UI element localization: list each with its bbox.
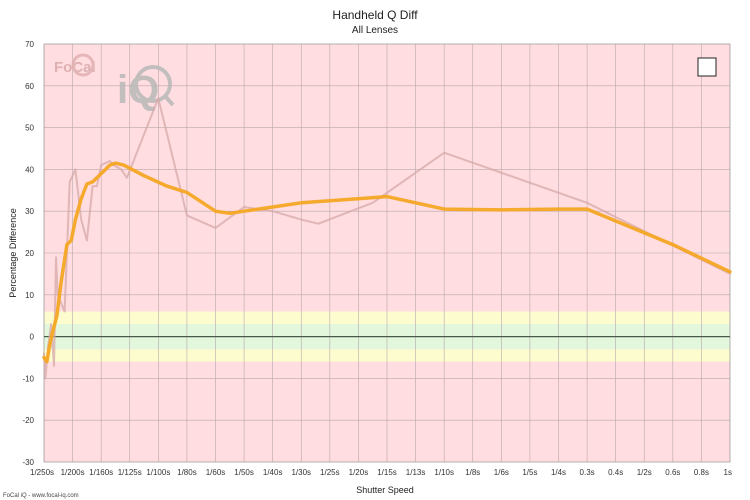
- chart-title: Handheld Q Diff: [332, 8, 418, 22]
- x-tick-label: 1/5s: [522, 468, 537, 477]
- x-tick-label: 1/100s: [146, 468, 170, 477]
- y-tick-label: 20: [25, 249, 34, 258]
- y-tick-label: 60: [25, 82, 34, 91]
- x-tick-label: 1/2s: [637, 468, 652, 477]
- y-tick-label: -10: [22, 374, 34, 383]
- x-tick-label: 1/125s: [118, 468, 142, 477]
- x-tick-label: 1/30s: [291, 468, 311, 477]
- x-tick-label: 1/80s: [177, 468, 197, 477]
- x-tick-label: 1s: [724, 468, 732, 477]
- x-tick-label: 1/6s: [494, 468, 509, 477]
- x-tick-label: 1/250s: [30, 468, 54, 477]
- x-tick-label: 1/160s: [89, 468, 113, 477]
- y-tick-label: 40: [25, 165, 34, 174]
- x-tick-label: 1/8s: [465, 468, 480, 477]
- y-tick-label: 0: [30, 333, 35, 342]
- x-tick-label: 1/60s: [206, 468, 226, 477]
- y-axis-label: Percentage Difference: [8, 208, 18, 297]
- x-tick-label: 0.8s: [694, 468, 709, 477]
- legend-toggle-box[interactable]: [698, 58, 716, 76]
- chart-subtitle: All Lenses: [352, 25, 398, 36]
- x-tick-label: 1/50s: [234, 468, 254, 477]
- x-tick-label: 1/25s: [320, 468, 340, 477]
- x-tick-label: 1/13s: [406, 468, 426, 477]
- x-tick-label: 1/200s: [61, 468, 85, 477]
- x-tick-label: 1/15s: [377, 468, 397, 477]
- y-tick-label: 10: [25, 291, 34, 300]
- y-tick-label: -30: [22, 458, 34, 467]
- x-tick-label: 0.4s: [608, 468, 623, 477]
- x-tick-label: 0.3s: [580, 468, 595, 477]
- y-tick-label: 30: [25, 207, 34, 216]
- x-tick-label: 1/4s: [551, 468, 566, 477]
- y-tick-label: 70: [25, 40, 34, 49]
- x-axis-ticks: 1/250s 1/200s 1/160s 1/125s 1/100s 1/80s 1/60s…: [30, 468, 732, 477]
- y-tick-label: 50: [25, 124, 34, 133]
- y-tick-label: -20: [22, 416, 34, 425]
- x-axis-label: Shutter Speed: [356, 485, 414, 495]
- footer-credit: FoCal iQ - www.focal-iq.com: [3, 493, 79, 499]
- x-tick-label: 1/20s: [349, 468, 369, 477]
- x-tick-label: 0.6s: [665, 468, 680, 477]
- x-tick-label: 1/10s: [434, 468, 454, 477]
- x-tick-label: 1/40s: [263, 468, 283, 477]
- y-axis-ticks: -30 -20 -10 0 10 20 30 40 50 60 70: [22, 40, 34, 467]
